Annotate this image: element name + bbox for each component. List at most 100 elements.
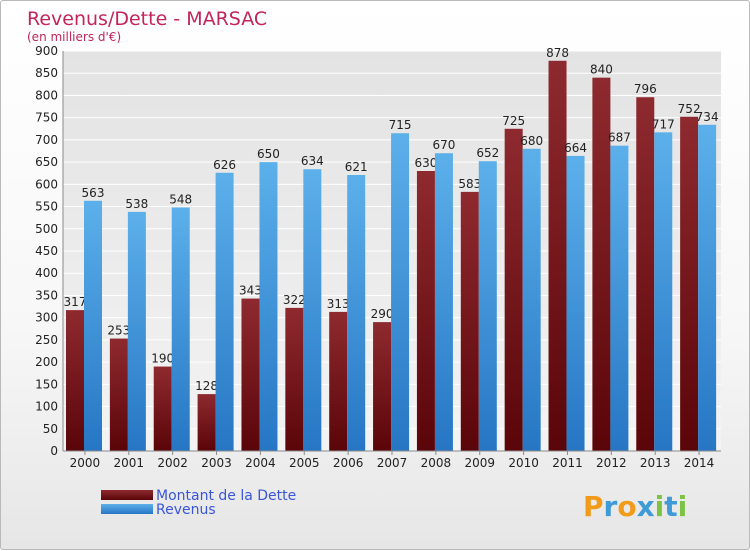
chart-title: Revenus/Dette - MARSAC (27, 8, 267, 30)
x-axis: 2000 2001 2002 2003 2004 2005 2006 2007 2008 2009… (70, 451, 715, 470)
value-label: 343 (239, 284, 262, 298)
bar-revenus (698, 124, 717, 452)
bar-dette (460, 191, 479, 451)
bar-revenus (610, 145, 629, 451)
x-tick-label: 2004 (245, 456, 276, 470)
bar-dette (373, 322, 392, 451)
bar-dette (241, 298, 260, 451)
value-label: 548 (169, 192, 192, 206)
y-tick-label: 50 (43, 422, 58, 436)
x-tick-label: 2007 (377, 456, 408, 470)
bar-revenus (566, 155, 585, 451)
value-label: 650 (257, 147, 280, 161)
y-tick-label: 250 (35, 333, 58, 347)
bar-revenus (391, 133, 410, 451)
legend: Montant de la Dette Revenus (101, 488, 296, 518)
y-tick-label: 400 (35, 266, 58, 280)
value-label: 715 (389, 118, 412, 132)
logo-letter: o (617, 490, 636, 523)
bar-revenus (259, 162, 278, 451)
value-label: 725 (502, 114, 525, 128)
value-label: 752 (678, 102, 701, 116)
bar-dette (66, 310, 84, 451)
x-tick-label: 2013 (640, 456, 671, 470)
logo-letter: x (637, 490, 655, 523)
bar-dette (592, 77, 611, 452)
logo-letter: t (664, 490, 677, 523)
value-label: 717 (652, 117, 675, 131)
x-tick-label: 2001 (114, 456, 145, 470)
value-label: 734 (696, 110, 719, 124)
value-label: 317 (64, 295, 87, 309)
value-label: 538 (125, 197, 148, 211)
value-label: 253 (107, 324, 130, 338)
x-tick-label: 2009 (464, 456, 495, 470)
bar-revenus (84, 200, 102, 451)
bar-revenus (303, 169, 322, 451)
y-tick-label: 350 (35, 288, 58, 302)
x-tick-label: 2012 (596, 456, 627, 470)
value-label: 652 (476, 146, 499, 160)
x-tick-label: 2008 (421, 456, 452, 470)
value-label: 128 (195, 379, 218, 393)
y-tick-label: 550 (35, 200, 58, 214)
x-tick-label: 2014 (684, 456, 715, 470)
value-label: 670 (432, 138, 455, 152)
y-tick-label: 600 (35, 177, 58, 191)
y-tick-label: 450 (35, 244, 58, 258)
x-tick-label: 2010 (508, 456, 539, 470)
value-label: 190 (151, 352, 174, 366)
value-label: 313 (327, 297, 350, 311)
x-tick-label: 2005 (289, 456, 320, 470)
bar-revenus (215, 172, 234, 451)
legend-label-dette: Montant de la Dette (156, 488, 296, 504)
bar-revenus (478, 161, 497, 451)
y-tick-label: 200 (35, 355, 58, 369)
bar-dette (504, 128, 523, 451)
bars: 317 563 253 538 190 548 128 626 343 650 322 634 313 6… (64, 46, 719, 452)
value-label: 563 (82, 186, 105, 200)
y-tick-label: 150 (35, 377, 58, 391)
value-label: 583 (458, 177, 481, 191)
legend-swatch-dette (101, 490, 153, 500)
value-label: 626 (213, 158, 236, 172)
bar-revenus (434, 153, 453, 451)
value-label: 687 (608, 131, 631, 145)
y-axis: 0 50 100 150 200 250 300 350 400 450 500 550 600 650 7… (35, 44, 58, 458)
y-tick-label: 500 (35, 222, 58, 236)
bar-dette (548, 60, 567, 452)
bar-dette (285, 307, 304, 451)
value-label: 680 (520, 134, 543, 148)
logo-letter: P (583, 490, 604, 523)
x-tick-label: 2011 (552, 456, 583, 470)
legend-swatch-revenus (101, 504, 153, 514)
value-label: 621 (345, 160, 368, 174)
y-tick-label: 900 (35, 44, 58, 58)
x-tick-label: 2003 (201, 456, 232, 470)
value-label: 796 (634, 82, 657, 96)
bar-dette (636, 97, 655, 451)
bar-revenus (171, 207, 190, 451)
chart-subtitle: (en milliers d'€) (27, 30, 121, 44)
y-tick-label: 100 (35, 400, 58, 414)
value-label: 634 (301, 154, 324, 168)
bar-dette (329, 311, 348, 451)
x-tick-label: 2006 (333, 456, 364, 470)
value-label: 322 (283, 293, 306, 307)
bar-revenus (522, 148, 541, 451)
y-tick-label: 650 (35, 155, 58, 169)
bar-dette (416, 171, 435, 451)
value-label: 630 (414, 156, 437, 170)
y-tick-label: 850 (35, 66, 58, 80)
value-label: 290 (371, 307, 394, 321)
bar-dette (109, 338, 128, 451)
bar-dette (153, 366, 172, 451)
bar-dette (197, 394, 216, 451)
bar-revenus (654, 132, 673, 452)
x-tick-label: 2000 (70, 456, 101, 470)
y-tick-label: 0 (50, 444, 58, 458)
y-tick-label: 700 (35, 133, 58, 147)
value-label: 664 (564, 141, 587, 155)
